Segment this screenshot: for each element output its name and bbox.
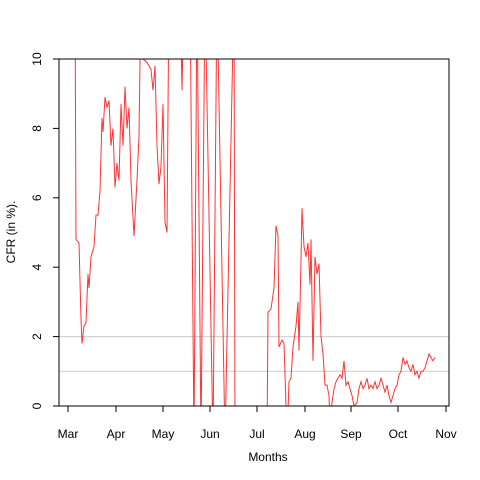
x-axis-title: Months [248,450,287,464]
y-tick-label: 6 [30,194,44,201]
x-tick-label: Mar [58,427,79,441]
y-tick-label: 4 [30,264,44,271]
y-tick-label: 0 [30,402,44,409]
x-tick-label: Sep [340,427,362,441]
y-tick-label: 10 [30,52,44,66]
x-tick-label: Jul [249,427,264,441]
x-tick-label: Apr [107,427,126,441]
x-tick-label: Jun [200,427,219,441]
data-line [74,59,436,406]
y-tick-label: 8 [30,125,44,132]
plot-area [59,59,449,406]
x-tick-label: Nov [435,427,456,441]
plot-frame [58,58,450,407]
x-tick-label: Oct [389,427,408,441]
y-tick-label: 2 [30,333,44,340]
x-tick-label: May [152,427,175,441]
y-axis-title: CFR (in %). [4,201,18,264]
x-tick-label: Aug [294,427,315,441]
